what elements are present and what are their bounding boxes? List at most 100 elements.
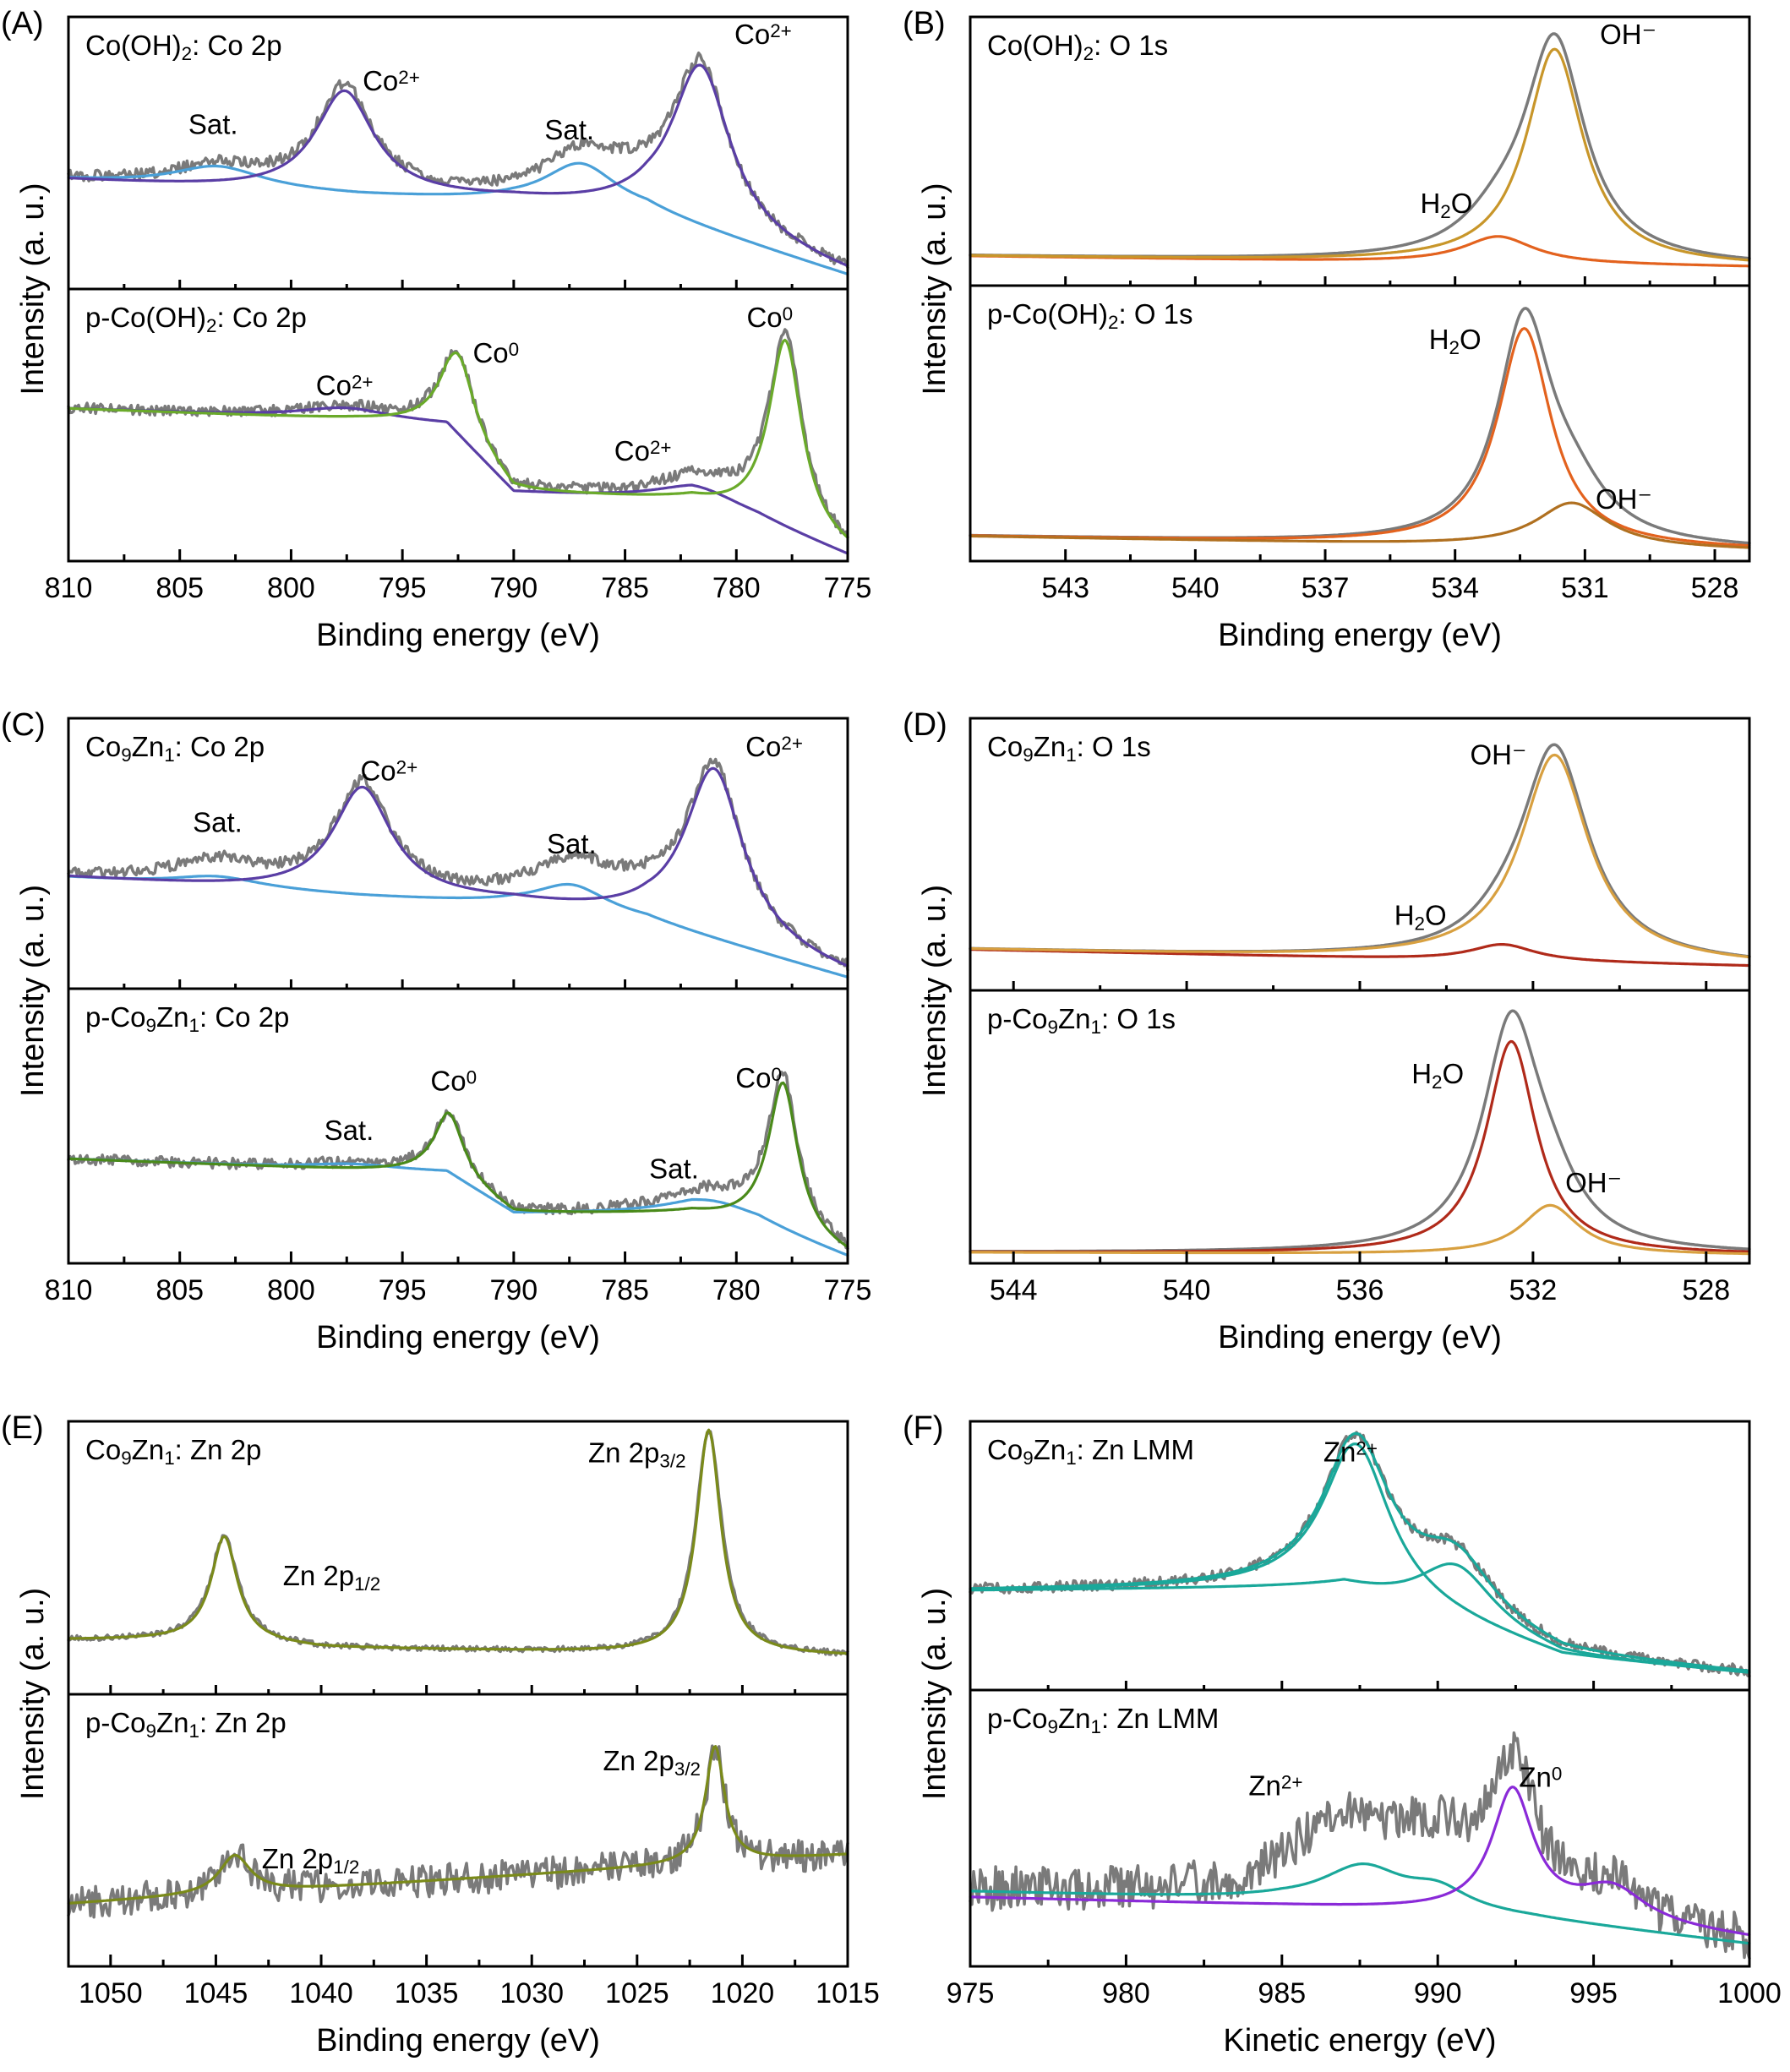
spectrum-curve [67, 1081, 849, 1249]
subplot-title: Co9​Zn1​: O 1s [987, 731, 1151, 766]
spectrum-curve [969, 743, 1751, 958]
x-axis-label: Kinetic energy (eV) [1223, 2023, 1496, 2058]
y-axis-label: Intensity (a. u.) [15, 885, 51, 1097]
x-tick-label: 795 [379, 572, 427, 604]
spectrum-curve [67, 161, 849, 275]
panel-letter: (D) [903, 707, 947, 743]
subplot-title: Co(OH)2​: Co 2p [85, 30, 282, 64]
x-tick-label: 1040 [289, 1977, 353, 2009]
peak-annotation: Sat. [649, 1153, 699, 1184]
spectrum-curve [67, 338, 849, 539]
spectrum-curve [969, 1786, 1751, 1937]
spectrum-curve [969, 943, 1751, 968]
x-axis-label: Binding energy (eV) [316, 618, 600, 653]
peak-annotation: Co2+​ [363, 65, 420, 96]
subplot-top: Co9​Zn1​: Co 2p Sat. Co2+​ Sat. Co2+​ [67, 731, 849, 979]
panel-a: (A)Co(OH)2​: Co 2pSat.Co2+​Sat.Co2+​p-Co… [1, 6, 871, 653]
peak-annotation: Zn 2p1/2​ [283, 1560, 381, 1595]
x-tick-label: 540 [1163, 1274, 1211, 1306]
subplot-top: Co9​Zn1​: Zn LMM Zn2+​ [969, 1431, 1751, 1678]
peak-annotation: OH⁻ [1565, 1167, 1622, 1198]
spectrum-curve [969, 1731, 1751, 1960]
x-tick-label: 785 [601, 572, 649, 604]
x-axis-label: Binding energy (eV) [316, 1320, 600, 1355]
x-tick-label: 1020 [711, 1977, 775, 2009]
spectrum-curve [969, 501, 1751, 549]
spectrum-curve [969, 1862, 1751, 1945]
spectrum-curve [969, 1442, 1751, 1674]
x-tick-label: 805 [156, 572, 204, 604]
x-tick-label: 800 [267, 1274, 315, 1306]
spectrum-curve [67, 63, 849, 268]
peak-annotation: H2​O [1429, 324, 1482, 358]
spectrum-curve [969, 1431, 1751, 1672]
x-tick-label: 1025 [605, 1977, 669, 2009]
x-tick-label: 795 [379, 1274, 427, 1306]
panel-d: (D) Co9​Zn1​: O 1s OH⁻ H2​O p-Co9​Zn1​: O 1s… [903, 707, 1751, 1355]
subplot-top: Co9​Zn1​: O 1s OH⁻ H2​O [969, 731, 1751, 968]
subplot-bottom: p-Co9​Zn1​: Zn LMM Zn2+​ Zn0​ [969, 1703, 1751, 1960]
spectrum-curve [67, 757, 849, 972]
x-tick-label: 790 [489, 572, 538, 604]
spectrum-curve [969, 1009, 1751, 1253]
subplot-title: Co(OH)2​: O 1s [987, 30, 1168, 64]
x-tick-label: 810 [45, 572, 93, 604]
peak-annotation: Sat. [544, 114, 594, 145]
x-tick-label: 1015 [816, 1977, 880, 2009]
spectrum-curve [969, 32, 1751, 260]
x-axis-label: Binding energy (eV) [316, 2023, 600, 2058]
x-tick-label: 543 [1041, 572, 1089, 604]
panel-c: (C) Co9​Zn1​: Co 2p Sat. Co2+​ Sat. Co2+​ p-Co… [1, 707, 871, 1355]
peak-annotation: H2​O [1394, 900, 1447, 935]
x-tick-label: 790 [489, 1274, 538, 1306]
x-tick-label: 1045 [184, 1977, 248, 2009]
peak-annotation: Co0​ [430, 1065, 477, 1096]
subplot-title: p-Co9​Zn1​: Co 2p [85, 1001, 289, 1036]
peak-annotation: Zn2+​ [1248, 1769, 1302, 1801]
peak-annotation: Zn 2p3/2​ [603, 1745, 701, 1780]
peak-annotation: Zn0​ [1519, 1761, 1562, 1792]
peak-annotation: Sat. [547, 828, 597, 859]
y-axis-label: Intensity (a. u.) [917, 1588, 952, 1800]
panel-letter: (E) [1, 1410, 44, 1446]
x-tick-label: 532 [1509, 1274, 1558, 1306]
panel-letter: (C) [1, 707, 46, 743]
peak-annotation: Sat. [193, 806, 243, 837]
x-tick-label: 1000 [1717, 1977, 1782, 2009]
peak-annotation: Zn2+​ [1323, 1437, 1378, 1468]
peak-annotation: Co0​ [735, 1062, 782, 1093]
subplot-bottom: p-Co9​Zn1​: Co 2p Sat. Co0​ Sat. Co0​ [67, 1001, 849, 1257]
panel-letter: (B) [903, 6, 946, 41]
peak-annotation: Co2+​ [316, 370, 374, 401]
y-axis-label: Intensity (a. u.) [15, 1588, 51, 1800]
x-tick-label: 980 [1102, 1977, 1150, 2009]
subplot-title: p-Co9​Zn1​: O 1s [987, 1003, 1176, 1038]
subplot-top: Co(OH)2​: Co 2p Sat. Co2+​ Sat. Co2+​ [67, 19, 849, 275]
x-axis-label: Binding energy (eV) [1218, 618, 1502, 653]
x-tick-label: 810 [45, 1274, 93, 1306]
subplot-bottom: p-Co9​Zn1​: O 1s H2​O OH⁻ [969, 1003, 1751, 1256]
peak-annotation: Co0​ [472, 337, 519, 368]
spectrum-curve [969, 1039, 1751, 1253]
spectrum-curve [969, 1431, 1751, 1678]
x-tick-label: 990 [1414, 1977, 1462, 2009]
peak-annotation: Co2+​ [734, 19, 792, 50]
x-axis-label: Binding energy (eV) [1218, 1320, 1502, 1355]
subplot-title: p-Co9​Zn1​: Zn LMM [987, 1703, 1219, 1737]
peak-annotation: Sat. [325, 1115, 374, 1146]
x-tick-label: 775 [824, 1274, 872, 1306]
spectrum-curve [969, 753, 1751, 959]
y-axis-label: Intensity (a. u.) [917, 885, 952, 1097]
peak-annotation: OH⁻ [1596, 483, 1652, 515]
peak-annotation: OH⁻ [1470, 739, 1526, 771]
plot-frame [969, 15, 1751, 563]
subplot-bottom: p-Co(OH)2​: Co 2p Co2+​ Co0​ Co2+​ Co0​ [67, 302, 849, 555]
x-tick-label: 785 [601, 1274, 649, 1306]
spectrum-curve [67, 1428, 849, 1655]
subplot-top: Co(OH)2​: O 1s OH⁻ H2​O [969, 19, 1751, 268]
x-tick-label: 975 [947, 1977, 995, 2009]
subplot-title: Co9​Zn1​: Zn LMM [987, 1434, 1194, 1469]
